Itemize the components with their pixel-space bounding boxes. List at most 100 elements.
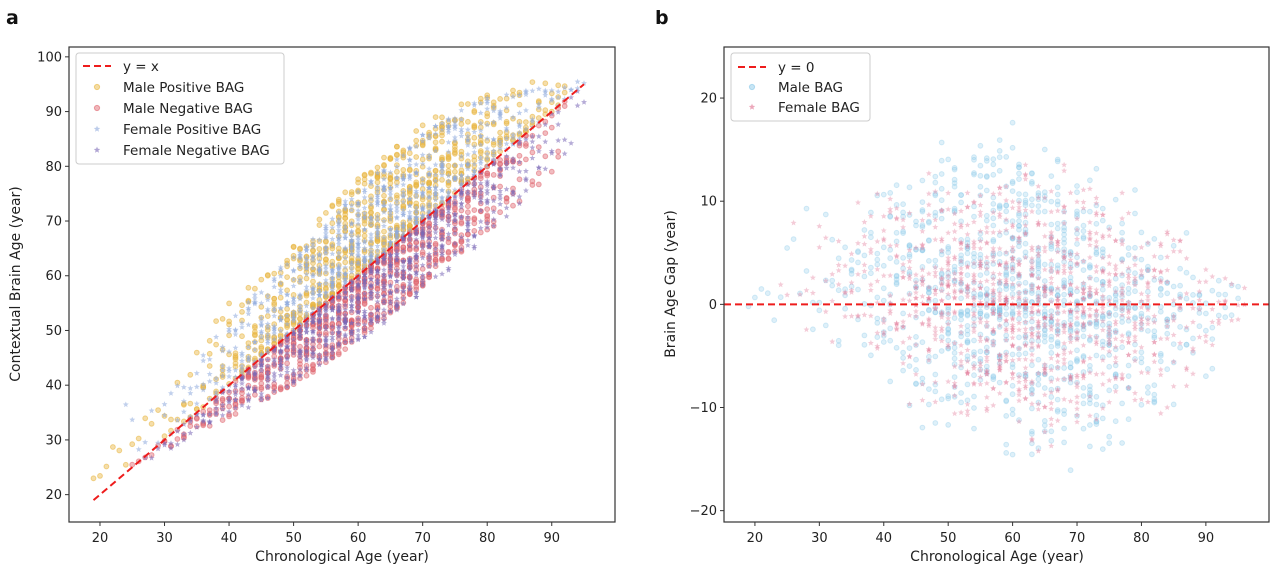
- male-bag-point: [1088, 363, 1093, 368]
- male-negative-bag-point: [336, 350, 341, 355]
- male-positive-bag-point: [207, 351, 212, 356]
- x-tick-label: 70: [414, 531, 431, 546]
- female-positive-bag-point: [187, 390, 193, 396]
- female-bag-point: [1042, 392, 1048, 398]
- female-bag-point: [958, 410, 964, 416]
- female-positive-bag-point: [458, 162, 464, 168]
- male-bag-point: [1120, 345, 1125, 350]
- male-bag-point: [1036, 191, 1041, 196]
- female-bag-point: [1061, 329, 1067, 335]
- male-bag-point: [920, 178, 925, 183]
- male-bag-point: [984, 188, 989, 193]
- male-bag-point: [894, 183, 899, 188]
- female-bag-point: [804, 327, 810, 333]
- male-positive-bag-point: [298, 316, 303, 321]
- female-bag-point: [887, 272, 893, 278]
- male-bag-point: [927, 307, 932, 312]
- female-bag-point: [1055, 208, 1061, 214]
- male-bag-point: [927, 259, 932, 264]
- female-bag-point: [836, 238, 842, 244]
- x-tick-label: 90: [543, 531, 560, 546]
- male-bag-point: [1100, 339, 1105, 344]
- male-negative-bag-point: [227, 404, 232, 409]
- male-bag-point: [1055, 202, 1060, 207]
- male-bag-point: [1094, 402, 1099, 407]
- male-bag-point: [1030, 319, 1035, 324]
- male-bag-point: [920, 425, 925, 430]
- female-negative-bag-point: [355, 327, 361, 333]
- male-bag-point: [1216, 278, 1221, 283]
- male-bag-point: [991, 172, 996, 177]
- male-bag-point: [1042, 423, 1047, 428]
- male-positive-bag-point: [272, 301, 277, 306]
- male-positive-bag-point: [556, 83, 561, 88]
- female-bag-point: [907, 335, 913, 341]
- male-bag-point: [978, 184, 983, 189]
- female-positive-bag-point: [536, 86, 542, 92]
- male-bag-point: [856, 287, 861, 292]
- male-bag-point: [1023, 203, 1028, 208]
- male-negative-bag-point: [369, 305, 374, 310]
- female-positive-bag-point: [271, 284, 277, 290]
- male-bag-point: [1120, 441, 1125, 446]
- female-bag-point: [1100, 381, 1106, 387]
- male-bag-point: [984, 287, 989, 292]
- male-positive-bag-point: [240, 334, 245, 339]
- male-bag-point: [1146, 329, 1151, 334]
- female-bag-point: [997, 214, 1003, 220]
- female-positive-bag-point: [568, 87, 574, 93]
- male-bag-point: [1010, 407, 1015, 412]
- male-bag-point: [972, 394, 977, 399]
- male-positive-bag-point: [388, 175, 393, 180]
- male-positive-bag-point: [375, 165, 380, 170]
- male-bag-point: [862, 342, 867, 347]
- male-bag-point: [1152, 237, 1157, 242]
- male-bag-point: [1030, 432, 1035, 437]
- male-bag-point: [1165, 291, 1170, 296]
- female-bag-point: [900, 274, 906, 280]
- male-positive-bag-point: [227, 319, 232, 324]
- male-bag-point: [778, 295, 783, 300]
- male-bag-point: [1210, 366, 1215, 371]
- male-bag-point: [978, 311, 983, 316]
- female-bag-point: [1087, 242, 1093, 248]
- male-bag-point: [881, 192, 886, 197]
- male-positive-bag-point: [246, 285, 251, 290]
- male-positive-bag-point: [317, 247, 322, 252]
- female-bag-point: [952, 236, 958, 242]
- female-bag-point: [1074, 384, 1080, 390]
- female-bag-point: [913, 272, 919, 278]
- male-bag-point: [1055, 192, 1060, 197]
- female-bag-point: [1074, 199, 1080, 205]
- female-positive-bag-point: [478, 110, 484, 116]
- male-bag-point: [965, 251, 970, 256]
- female-bag-point: [1061, 309, 1067, 315]
- female-negative-bag-point: [220, 412, 226, 418]
- male-bag-point: [965, 382, 970, 387]
- female-positive-bag-point: [239, 324, 245, 330]
- male-positive-bag-point: [453, 169, 458, 174]
- male-bag-point: [1004, 442, 1009, 447]
- female-bag-point: [1100, 371, 1106, 377]
- male-bag-point: [972, 251, 977, 256]
- male-bag-point: [965, 338, 970, 343]
- female-bag-point: [862, 268, 868, 274]
- female-bag-point: [997, 390, 1003, 396]
- male-positive-bag-point: [214, 319, 219, 324]
- female-bag-point: [919, 293, 925, 299]
- male-bag-point: [1236, 284, 1241, 289]
- male-negative-bag-point: [240, 398, 245, 403]
- panel-label-a: a: [6, 7, 19, 29]
- male-negative-bag-point: [549, 169, 554, 174]
- male-bag-point: [1068, 275, 1073, 280]
- male-bag-point: [862, 253, 867, 258]
- male-positive-bag-point: [382, 193, 387, 198]
- male-negative-bag-point: [414, 277, 419, 282]
- male-positive-bag-point: [240, 303, 245, 308]
- female-negative-bag-point: [504, 213, 510, 219]
- male-bag-point: [881, 298, 886, 303]
- female-negative-bag-point: [433, 235, 439, 241]
- points-b: [746, 120, 1247, 472]
- male-bag-point: [927, 402, 932, 407]
